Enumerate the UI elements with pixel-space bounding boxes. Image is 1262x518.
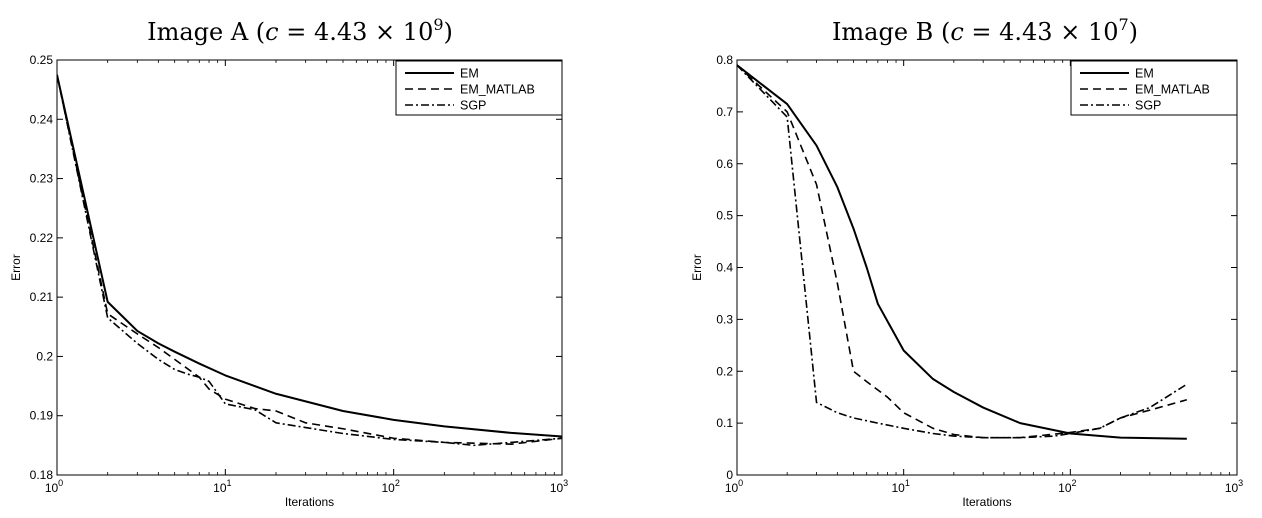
y-tick-label: 0.2 xyxy=(36,349,53,363)
y-tick-label: 0.24 xyxy=(30,112,54,126)
legend: EM EM_MATLAB SGP xyxy=(1070,60,1238,116)
y-axis-label: Error xyxy=(690,254,704,281)
legend-label: EM xyxy=(460,67,479,81)
axes-box xyxy=(56,59,563,476)
chart-title-suffix: ) xyxy=(444,18,453,46)
y-tick-label: 0.6 xyxy=(716,157,733,171)
y-tick-label: 0.22 xyxy=(30,231,54,245)
chart-title: Image A (c = 4.43 × 109) xyxy=(147,15,453,46)
y-tick-label: 0.21 xyxy=(30,290,54,304)
y-axis-label: Error xyxy=(9,254,23,281)
legend: EM EM_MATLAB SGP xyxy=(395,60,563,116)
series-line-em xyxy=(737,64,1187,440)
chart-title: Image B (c = 4.43 × 107) xyxy=(832,15,1138,46)
legend-box xyxy=(1070,60,1238,116)
chart-title-eq: = 4.43 × 10 xyxy=(279,18,434,46)
y-tick-label: 0.19 xyxy=(30,409,54,423)
y-tick-label: 0.2 xyxy=(716,364,733,378)
y-tick-label: 0 xyxy=(726,468,733,482)
legend-label: EM_MATLAB xyxy=(460,83,535,97)
x-tick-label: 101 xyxy=(891,478,909,495)
y-tick-label: 0.3 xyxy=(716,312,733,326)
series-line-sgp xyxy=(737,64,1188,439)
chart-title-suffix: ) xyxy=(1129,18,1138,46)
legend-label: EM_MATLAB xyxy=(1135,83,1210,97)
x-tick-label: 100 xyxy=(45,478,63,495)
chart-title-eq: = 4.43 × 10 xyxy=(964,18,1119,46)
series-line-sgp xyxy=(57,74,562,447)
y-tick-label: 0.4 xyxy=(716,261,733,275)
y-tick-label: 0.18 xyxy=(30,468,54,482)
x-tick-label: 103 xyxy=(1225,478,1243,495)
chart-image-a: Image A (c = 4.43 × 109) 100 101 102 103 0.18… xyxy=(9,15,568,509)
x-tick-label: 102 xyxy=(1058,478,1076,495)
chart-title-exp: 7 xyxy=(1118,15,1128,34)
y-tick-label: 0.23 xyxy=(30,172,54,186)
series-line-em-matlab xyxy=(57,74,562,445)
series-line-em xyxy=(57,74,562,438)
chart-title-prefix: Image B ( xyxy=(832,18,950,46)
chart-title-var: c xyxy=(265,18,278,46)
x-tick-label: 102 xyxy=(381,478,399,495)
y-tick-label: 0.25 xyxy=(30,53,54,67)
axes-box xyxy=(736,59,1238,476)
chart-title-var: c xyxy=(950,18,963,46)
x-axis-label: Iterations xyxy=(962,495,1011,509)
series-line-em-matlab xyxy=(737,64,1188,439)
legend-box xyxy=(395,60,563,116)
x-tick-label: 103 xyxy=(550,478,568,495)
legend-label: EM xyxy=(1135,67,1154,81)
x-axis-label: Iterations xyxy=(285,495,334,509)
x-tick-label: 100 xyxy=(725,478,743,495)
y-tick-label: 0.7 xyxy=(716,105,733,119)
x-tick-label: 101 xyxy=(213,478,231,495)
chart-title-prefix: Image A ( xyxy=(147,18,265,46)
chart-title-exp: 9 xyxy=(433,15,443,34)
legend-label: SGP xyxy=(1135,99,1161,113)
legend-label: SGP xyxy=(460,99,486,113)
y-tick-label: 0.1 xyxy=(716,416,733,430)
y-tick-label: 0.8 xyxy=(716,53,733,67)
y-tick-label: 0.5 xyxy=(716,209,733,223)
chart-image-b: Image B (c = 4.43 × 107) 100 101 102 103 0 0.1… xyxy=(690,15,1243,509)
